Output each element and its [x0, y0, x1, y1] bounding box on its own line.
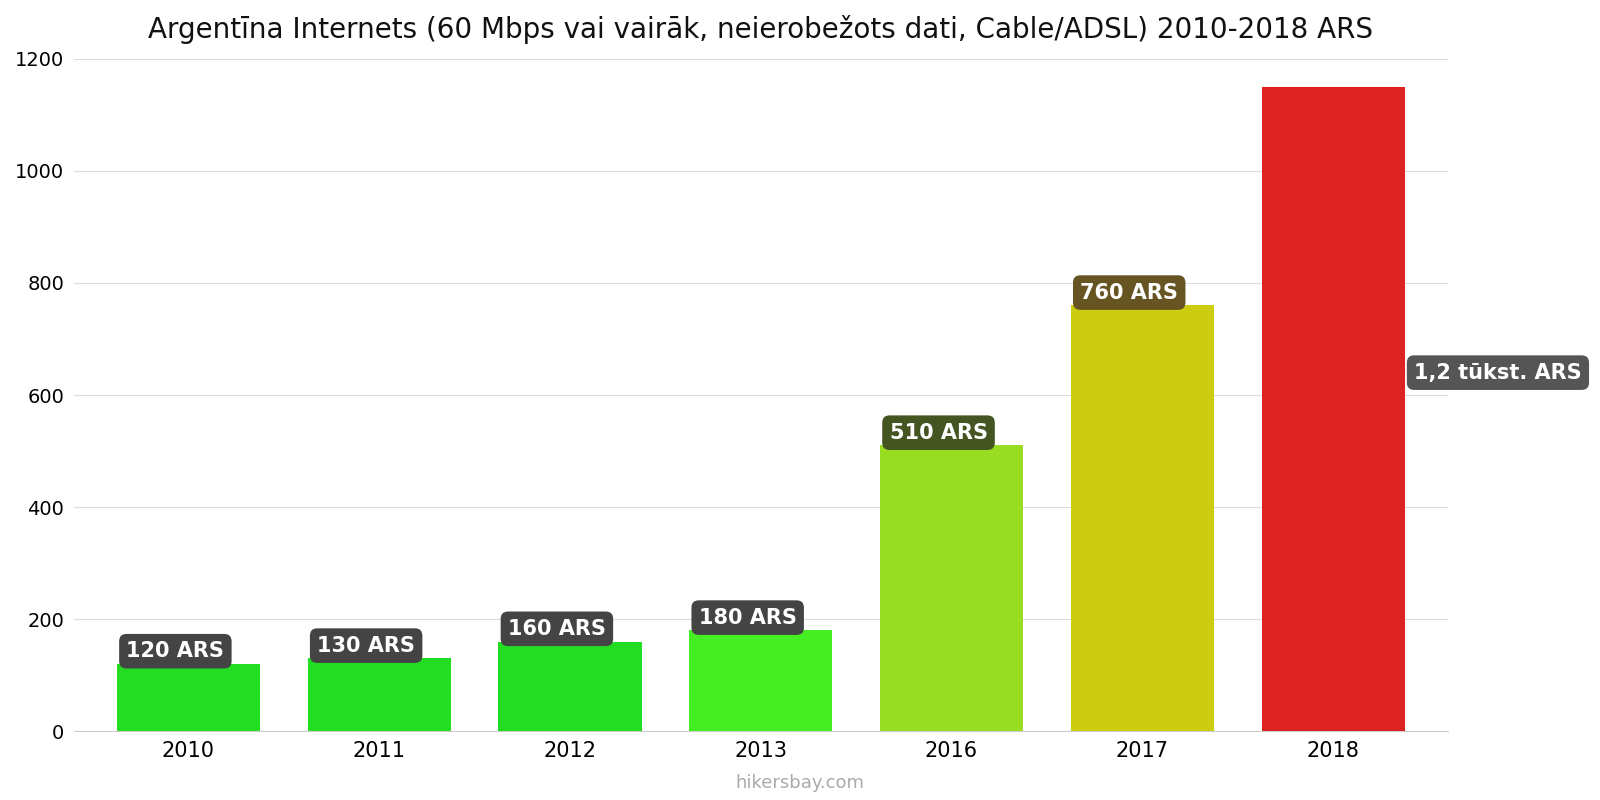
Text: 130 ARS: 130 ARS [317, 636, 414, 656]
Text: hikersbay.com: hikersbay.com [736, 774, 864, 792]
Bar [690, 630, 832, 731]
Text: 180 ARS: 180 ARS [699, 608, 797, 628]
Bar [1070, 306, 1214, 731]
Bar [1261, 87, 1405, 731]
Text: 160 ARS: 160 ARS [507, 619, 606, 639]
Bar [117, 664, 259, 731]
Text: 760 ARS: 760 ARS [1080, 282, 1178, 302]
Text: 1,2 tūkst. ARS: 1,2 tūkst. ARS [1414, 362, 1582, 382]
Title: Argentīna Internets (60 Mbps vai vairāk, neierobežots dati, Cable/ADSL) 2010-201: Argentīna Internets (60 Mbps vai vairāk,… [149, 15, 1373, 44]
Bar [880, 446, 1022, 731]
Bar [499, 642, 642, 731]
Text: 120 ARS: 120 ARS [126, 642, 224, 662]
Text: 510 ARS: 510 ARS [890, 422, 987, 442]
Bar [307, 658, 451, 731]
